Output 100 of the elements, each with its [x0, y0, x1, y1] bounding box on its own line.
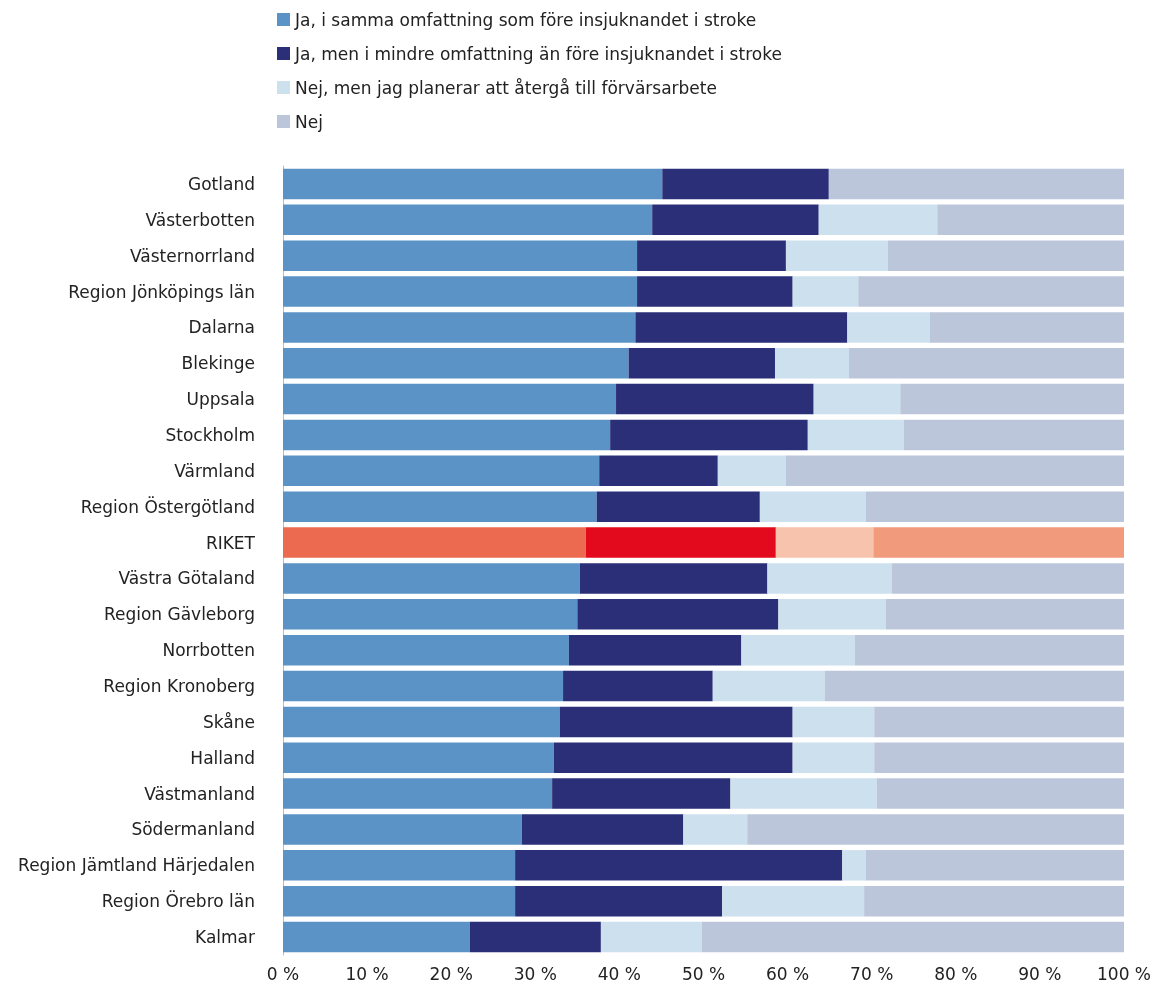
- y-tick-label: Skåne: [203, 711, 255, 732]
- x-tick-label: 100 %: [1096, 963, 1152, 984]
- bar: [873, 527, 1124, 558]
- x-tick-label: 70 %: [850, 963, 894, 984]
- bar: [865, 850, 1124, 881]
- bar: [854, 634, 1124, 666]
- bar: [792, 276, 859, 307]
- bar: [515, 885, 722, 917]
- y-tick-label: Södermanland: [131, 819, 255, 840]
- bar: [775, 527, 874, 558]
- bar: [864, 885, 1124, 917]
- bar: [701, 921, 1124, 953]
- bar: [652, 204, 819, 236]
- bar: [552, 778, 731, 809]
- bar: [767, 563, 892, 594]
- y-tick-label: Västernorrland: [130, 245, 255, 266]
- bar: [283, 670, 564, 702]
- x-tick-label: 40 %: [597, 963, 641, 984]
- bar: [865, 491, 1124, 522]
- bar: [662, 168, 829, 200]
- bar: [683, 814, 748, 845]
- x-tick-label: 20 %: [429, 963, 473, 984]
- legend-label: Nej, men jag planerar att återgå till förvärsarbete: [295, 77, 717, 98]
- bar: [717, 455, 786, 487]
- legend-label: Ja, i samma omfattning som före insjuknandet i stroke: [294, 9, 757, 30]
- x-tick-label: 90 %: [1018, 963, 1062, 984]
- bar: [559, 706, 793, 738]
- bar: [283, 850, 516, 881]
- bar: [596, 491, 760, 522]
- bar: [828, 168, 1124, 200]
- y-tick-label: Västra Götaland: [118, 568, 255, 589]
- bar: [563, 670, 713, 702]
- bar: [515, 850, 843, 881]
- y-tick-label: Västerbotten: [145, 209, 255, 230]
- y-tick-label: Kalmar: [195, 927, 255, 948]
- bar: [283, 455, 600, 487]
- bar: [568, 634, 742, 666]
- y-tick-label: RIKET: [205, 532, 256, 553]
- bar: [813, 383, 901, 415]
- y-tick-label: Halland: [190, 747, 255, 768]
- bar: [712, 670, 825, 702]
- bar: [747, 814, 1124, 845]
- bar: [469, 921, 601, 953]
- bar: [283, 706, 560, 738]
- bar: [900, 383, 1124, 415]
- bar: [903, 419, 1124, 451]
- x-tick-label: 60 %: [766, 963, 810, 984]
- bar: [886, 599, 1124, 630]
- bar: [585, 527, 776, 558]
- bar: [637, 276, 793, 307]
- bar: [818, 204, 938, 236]
- bar: [891, 563, 1124, 594]
- bar: [847, 312, 930, 343]
- bar: [858, 276, 1124, 307]
- bar: [730, 778, 877, 809]
- bar: [937, 204, 1124, 236]
- bar: [637, 240, 786, 271]
- y-tick-label: Region Östergötland: [80, 495, 255, 517]
- bar: [635, 312, 848, 343]
- bar: [577, 599, 779, 630]
- bar: [283, 885, 516, 917]
- x-tick-label: 50 %: [681, 963, 726, 984]
- bar: [887, 240, 1124, 271]
- x-tick-label: 0 %: [266, 963, 300, 984]
- y-tick-label: Uppsala: [186, 389, 255, 410]
- bar: [807, 419, 904, 451]
- bar: [824, 670, 1124, 702]
- bar: [283, 778, 553, 809]
- bar: [283, 419, 611, 451]
- bar: [599, 455, 718, 487]
- bar: [874, 706, 1124, 738]
- y-tick-label: Stockholm: [165, 424, 255, 445]
- bar: [283, 634, 569, 666]
- bar: [283, 240, 638, 271]
- bar: [283, 599, 578, 630]
- bar: [628, 348, 775, 379]
- bar: [785, 455, 1124, 487]
- y-tick-label: Västmanland: [144, 783, 255, 804]
- bar: [759, 491, 866, 522]
- bar: [283, 204, 653, 236]
- legend-label: Nej: [295, 111, 323, 132]
- y-tick-label: Värmland: [174, 460, 255, 481]
- y-tick-label: Norrbotten: [162, 640, 255, 661]
- bar: [876, 778, 1124, 809]
- bar: [778, 599, 886, 630]
- y-tick-label: Blekinge: [181, 353, 255, 374]
- bar: [842, 850, 866, 881]
- y-tick-label: Region Gävleborg: [103, 604, 255, 625]
- bar: [283, 921, 470, 953]
- legend-label: Ja, men i mindre omfattning än före insjuknandet i stroke: [294, 43, 782, 64]
- y-tick-label: Dalarna: [188, 317, 255, 338]
- bar: [600, 921, 702, 953]
- bar: [283, 491, 597, 522]
- bar: [722, 885, 865, 917]
- bar: [774, 348, 849, 379]
- x-tick-label: 10 %: [345, 963, 389, 984]
- bar: [283, 742, 554, 773]
- bar: [741, 634, 855, 666]
- y-tick-label: Region Kronoberg: [103, 676, 255, 697]
- bar: [553, 742, 793, 773]
